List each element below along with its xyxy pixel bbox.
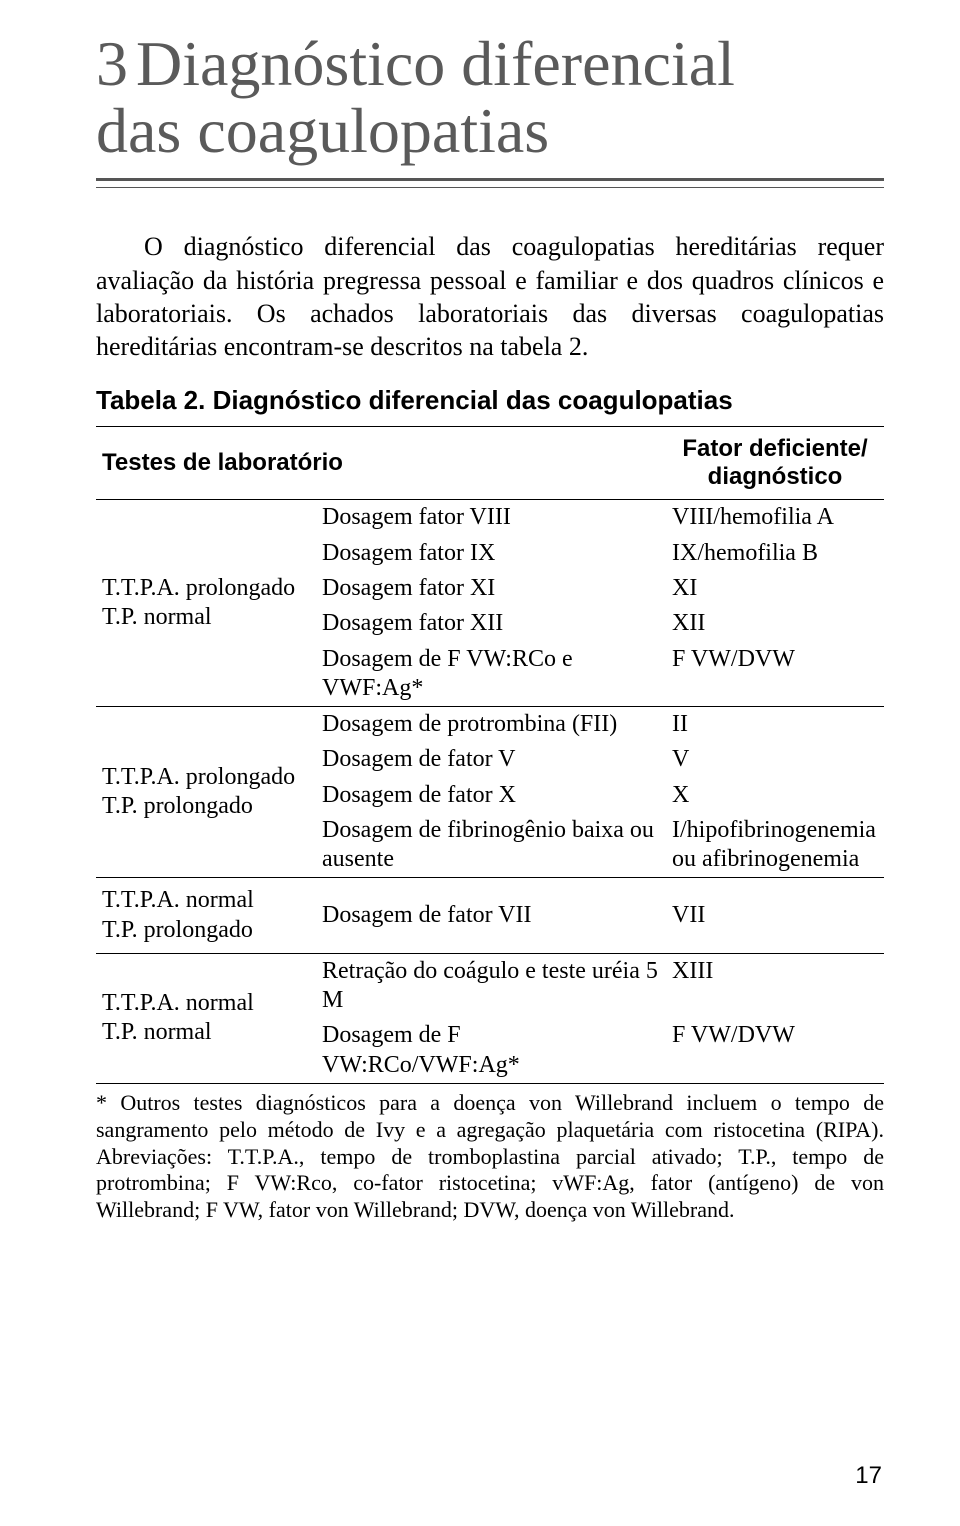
cell-test: Dosagem de fator V: [316, 742, 666, 777]
diagnostic-table: Testes de laboratório Fator deficiente/ …: [96, 426, 884, 1084]
group-label: T.T.P.A. prolongado T.P. normal: [96, 500, 316, 707]
cell-result: VIII/hemofilia A: [666, 500, 884, 536]
table-header-row: Testes de laboratório Fator deficiente/ …: [96, 427, 884, 500]
group-label: T.T.P.A. prolongado T.P. prolongado: [96, 707, 316, 878]
table-footnote: * Outros testes diagnósticos para a doen…: [96, 1090, 884, 1224]
chapter-number: 3: [96, 28, 128, 99]
table-row: T.T.P.A. normal T.P. prolongado Dosagem …: [96, 878, 884, 954]
header-factor-l1: Fator deficiente/: [682, 435, 867, 462]
header-factor: Fator deficiente/ diagnóstico: [666, 427, 884, 500]
heading-rule-thick: [96, 178, 884, 181]
chapter-title-line2: das coagulopatias: [96, 97, 884, 164]
page-number: 17: [855, 1462, 882, 1490]
cell-test: Dosagem de fibrinogênio baixa ou ausente: [316, 813, 666, 878]
cell-test: Dosagem de fator X: [316, 778, 666, 813]
cell-result: VII: [666, 878, 884, 954]
table-caption: Tabela 2. Diagnóstico diferencial das co…: [96, 385, 884, 416]
cell-test: Dosagem de protrombina (FII): [316, 707, 666, 743]
cell-test: Dosagem fator XI: [316, 571, 666, 606]
table-row: T.T.P.A. prolongado T.P. prolongado Dosa…: [96, 707, 884, 743]
header-factor-l2: diagnóstico: [708, 463, 843, 490]
cell-test: Dosagem fator IX: [316, 536, 666, 571]
cell-test: Dosagem de fator VII: [316, 878, 666, 954]
group-label: T.T.P.A. normal T.P. prolongado: [96, 878, 316, 954]
header-tests: Testes de laboratório: [96, 427, 666, 500]
table-row: T.T.P.A. normal T.P. normal Retração do …: [96, 953, 884, 1018]
cell-result: I/hipofibrinogenemia ou afibrinogenemia: [666, 813, 884, 878]
cell-test: Dosagem fator XII: [316, 606, 666, 641]
cell-result: IX/hemofilia B: [666, 536, 884, 571]
cell-result: XII: [666, 606, 884, 641]
chapter-heading: 3 Diagnóstico diferencial das coagulopat…: [96, 30, 884, 164]
cell-result: XI: [666, 571, 884, 606]
cell-result: II: [666, 707, 884, 743]
cell-test: Dosagem de F VW:RCo/VWF:Ag*: [316, 1018, 666, 1083]
cell-test: Dosagem fator VIII: [316, 500, 666, 536]
group-label: T.T.P.A. normal T.P. normal: [96, 953, 316, 1083]
table-body: T.T.P.A. prolongado T.P. normal Dosagem …: [96, 500, 884, 1084]
cell-result: F VW/DVW: [666, 642, 884, 707]
heading-rule-thin: [96, 187, 884, 188]
intro-paragraph: O diagnóstico diferencial das coagulopat…: [96, 230, 884, 363]
cell-result: X: [666, 778, 884, 813]
chapter-title-line1: Diagnóstico diferencial: [136, 28, 735, 99]
cell-result: XIII: [666, 953, 884, 1018]
cell-result: F VW/DVW: [666, 1018, 884, 1083]
cell-test: Dosagem de F VW:RCo e VWF:Ag*: [316, 642, 666, 707]
cell-test: Retração do coágulo e teste uréia 5 M: [316, 953, 666, 1018]
cell-result: V: [666, 742, 884, 777]
table-row: T.T.P.A. prolongado T.P. normal Dosagem …: [96, 500, 884, 536]
page-content: 3 Diagnóstico diferencial das coagulopat…: [0, 0, 960, 1224]
